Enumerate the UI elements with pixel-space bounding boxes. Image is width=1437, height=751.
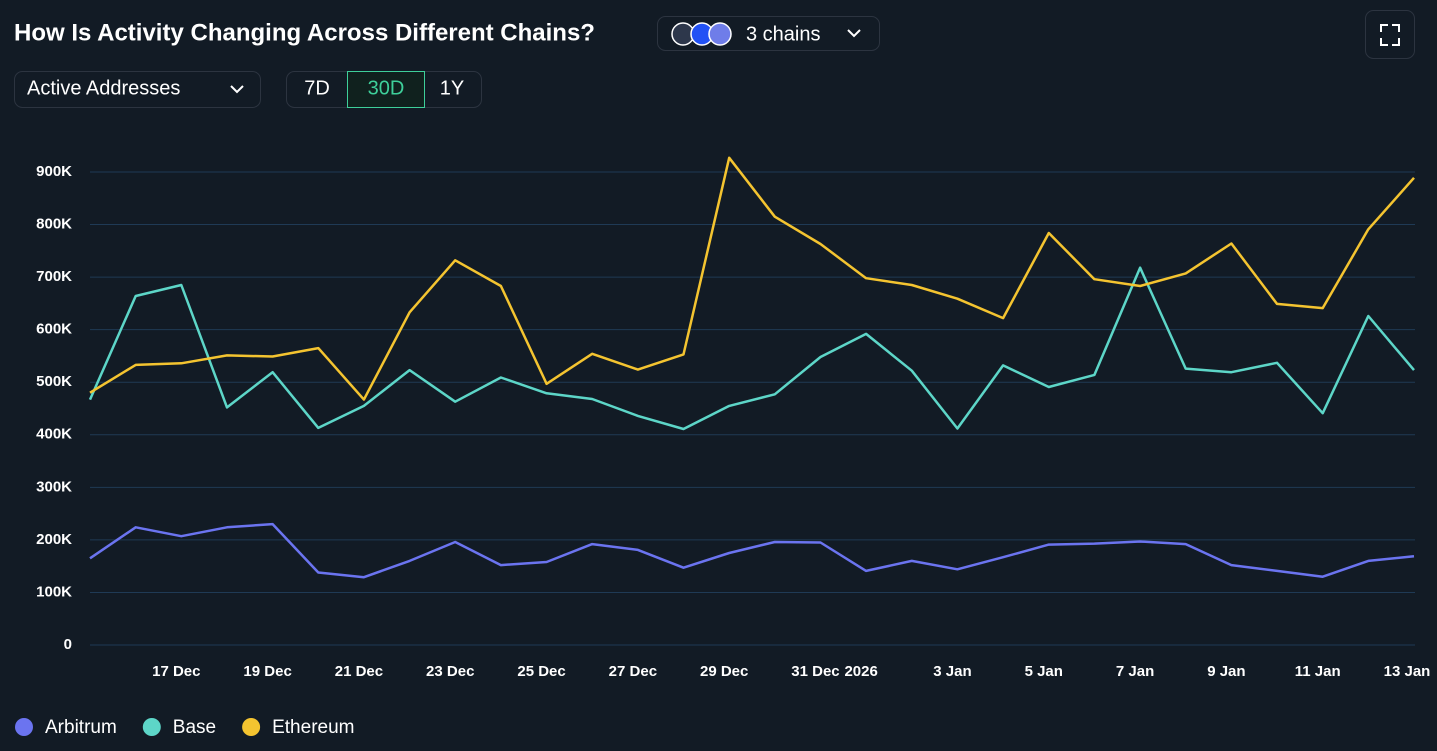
selector-label[interactable]: 3 chains [746,23,821,45]
y-tick-label: 900K [36,163,72,180]
x-tick-label: 21 Dec [335,663,383,680]
y-tick-label: 100K [36,583,72,600]
x-tick-label: 31 Dec [791,663,839,680]
fullscreen-icon [1380,24,1400,46]
x-tick-label: 7 Jan [1116,663,1154,680]
x-tick-label: 9 Jan [1207,663,1245,680]
fullscreen-button[interactable] [1365,10,1415,59]
x-tick-label: 27 Dec [609,663,657,680]
chain-selector[interactable]: 3 chains [657,16,880,51]
series-line [88,266,1415,431]
chevron [230,85,244,94]
metric-selector[interactable]: Active Addresses [14,71,261,108]
x-tick-label: 5 Jan [1025,663,1063,680]
chevron [847,29,861,38]
x-tick-label: 23 Dec [426,663,474,680]
x-tick-label: 25 Dec [517,663,565,680]
chart-title: How Is Activity Changing Across Differen… [14,19,595,46]
x-tick-label: 2026 [844,663,877,680]
range-tab[interactable]: 7D [304,77,330,99]
chain-icon [708,22,732,46]
range-tab[interactable]: 30D [368,77,405,99]
legend-label: Base [173,717,216,738]
y-tick-label: 400K [36,426,72,443]
range-tab[interactable]: 1Y [440,77,464,99]
legend-marker [15,718,33,736]
y-tick-label: 600K [36,321,72,338]
legend-label: Arbitrum [45,717,117,738]
y-tick-label: 500K [36,373,72,390]
y-tick-label: 800K [36,216,72,233]
series-line [89,522,1415,579]
y-tick-label: 700K [36,268,72,285]
legend-marker [142,718,161,736]
selector-label[interactable]: Active Addresses [27,77,180,99]
legend-label: Ethereum [272,717,354,738]
y-tick-label: 300K [36,478,72,495]
range-tabs: 7D 30D 1Y [286,71,482,108]
legend-marker [242,718,261,736]
x-tick-label: 11 Jan [1295,663,1341,680]
x-tick-label: 29 Dec [700,663,748,680]
x-tick-label: 3 Jan [933,663,971,680]
y-tick-label: 200K [36,531,72,548]
selector-box[interactable] [14,71,261,108]
x-tick-label: 17 Dec [152,663,200,680]
series-line [89,156,1415,401]
active-tab[interactable] [347,71,425,108]
x-tick-label: 13 Jan [1384,663,1431,680]
button-box[interactable] [1365,10,1415,59]
y-tick-label: 0 [64,636,72,653]
x-tick-label: 19 Dec [243,663,291,680]
